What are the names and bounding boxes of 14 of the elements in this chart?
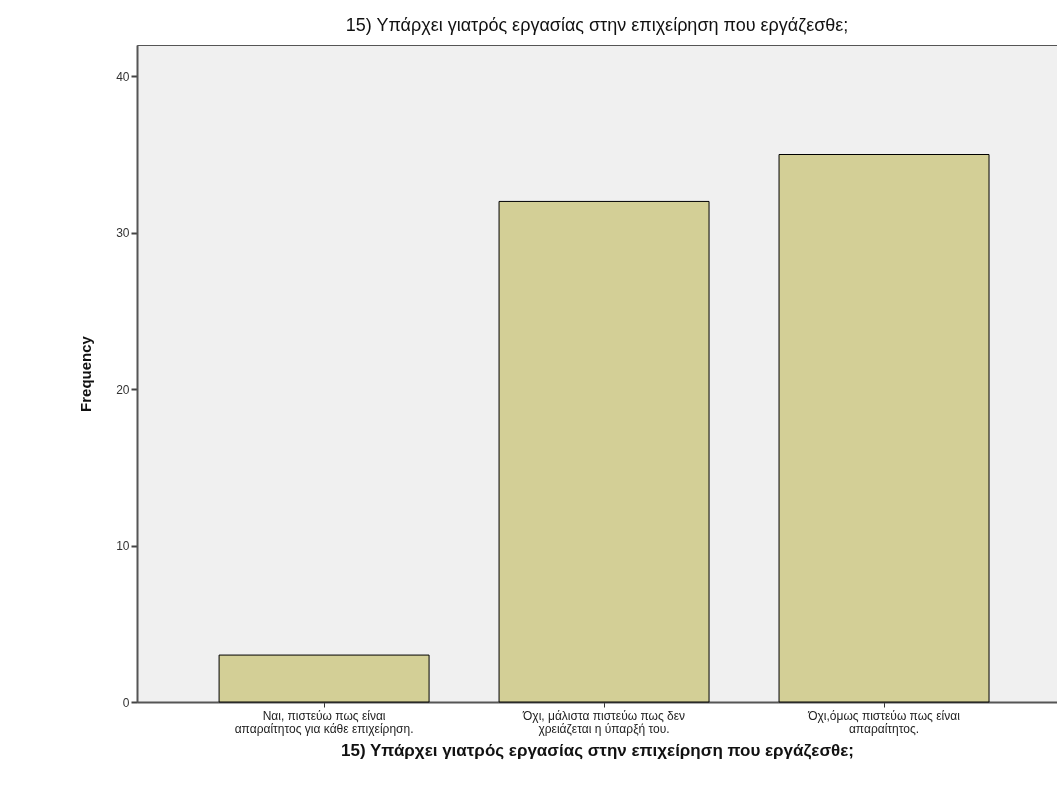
bar [218,654,430,703]
chart-title: 15) Υπάρχει γιατρός εργασίας στην επιχείρηση που εργάζεσθε; [345,15,849,35]
x-tick-label: Όχι,όμως πιστεύω πως είναι απαραίτητος. [807,708,961,736]
y-tick-label: 20 [116,382,130,397]
y-tick-label: 30 [116,226,130,241]
bar [498,200,710,703]
y-tick-label: 0 [122,695,130,710]
y-tick-label: 40 [116,69,130,84]
x-tick-label: Όχι, μάλιστα πιστεύω πως δεν χρειάζεται η ύπαρξή του. [522,708,686,736]
bar [778,154,990,703]
y-axis-title: Frequency [77,335,95,412]
x-tick-label: Ναι, πιστεύω πως είναι απαραίτητος για κάθε επιχείρηση. [234,708,414,736]
y-tick-label: 10 [116,539,130,554]
x-axis-title: 15) Υπάρχει γιατρός εργασίας στην επιχείρηση που εργάζεσθε; [341,740,854,760]
